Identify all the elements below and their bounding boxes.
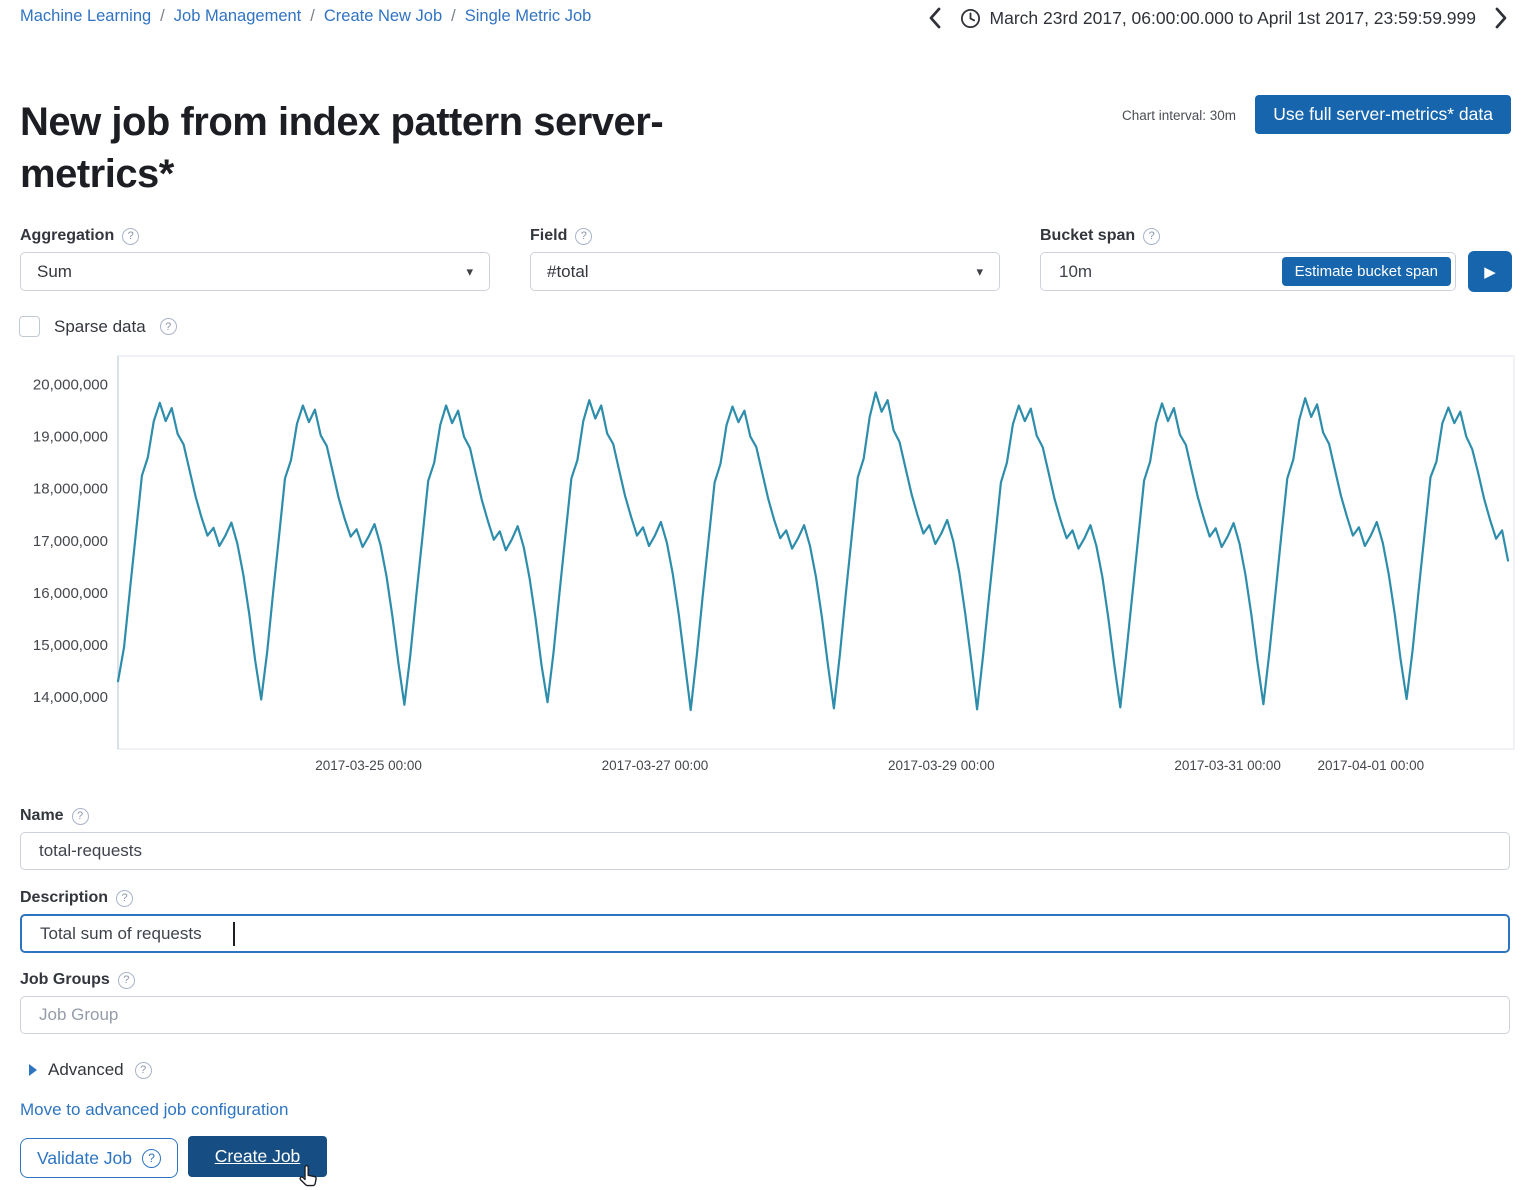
breadcrumb-single-metric-job[interactable]: Single Metric Job [464,7,592,25]
field-label: Field ? [530,227,593,245]
validate-job-button[interactable]: Validate Job ? [20,1138,179,1178]
help-icon[interactable]: ? [117,971,135,989]
help-icon[interactable]: ? [159,318,177,335]
help-icon: ? [142,1148,162,1168]
help-icon[interactable]: ? [116,889,134,907]
svg-text:2017-03-27 00:00: 2017-03-27 00:00 [602,758,709,773]
time-picker: March 23rd 2017, 06:00:00.000 to April 1… [922,4,1514,32]
chevron-down-icon: ▾ [976,263,983,279]
create-job-button[interactable]: Create Job [188,1136,327,1177]
bucket-span-label-text: Bucket span [1040,227,1136,244]
text-caret [233,922,235,946]
breadcrumb-create-new-job[interactable]: Create New Job [323,7,443,25]
clock-icon [960,8,980,28]
breadcrumb-separator: / [451,7,456,25]
chart-interval-label: Chart interval: 30m [1121,108,1236,123]
field-label-text: Field [530,227,568,244]
time-next-button[interactable] [1488,4,1514,32]
aggregation-select[interactable]: Sum ▾ [20,252,490,291]
help-icon[interactable]: ? [134,1061,152,1079]
bucket-span-label: Bucket span ? [1040,227,1161,245]
aggregation-label: Aggregation ? [20,227,140,245]
move-to-advanced-link[interactable]: Move to advanced job configuration [20,1100,289,1119]
svg-text:14,000,000: 14,000,000 [33,689,108,706]
estimate-bucket-span-button[interactable]: Estimate bucket span [1281,257,1451,286]
svg-text:20,000,000: 20,000,000 [33,377,108,394]
breadcrumb-job-management[interactable]: Job Management [173,7,302,25]
job-groups-label-text: Job Groups [20,971,110,988]
svg-text:2017-04-01 00:00: 2017-04-01 00:00 [1318,758,1425,773]
help-icon[interactable]: ? [1143,227,1161,245]
breadcrumb: Machine Learning / Job Management / Create N… [20,7,591,26]
job-name-input[interactable] [20,832,1510,870]
metric-chart-svg: 20,000,000 19,000,000 18,000,000 17,000,000… [33,355,1515,773]
svg-text:2017-03-25 00:00: 2017-03-25 00:00 [315,758,422,773]
chevron-right-icon [1495,7,1507,29]
triangle-right-icon [29,1064,37,1076]
help-icon[interactable]: ? [575,227,593,245]
job-groups-input[interactable] [20,996,1510,1034]
svg-text:17,000,000: 17,000,000 [33,533,108,550]
svg-text:2017-03-31 00:00: 2017-03-31 00:00 [1174,758,1281,773]
sparse-data-row: Sparse data ? [19,316,177,337]
sparse-data-label: Sparse data [54,316,146,336]
use-full-data-button[interactable]: Use full server-metrics* data [1255,95,1511,134]
bucket-span-group: Estimate bucket span [1040,252,1456,291]
breadcrumb-separator: / [160,7,165,25]
description-label: Description ? [20,889,134,907]
time-previous-button[interactable] [922,4,948,32]
chevron-down-icon: ▾ [466,263,473,279]
play-button[interactable]: ▶ [1468,251,1512,292]
svg-text:18,000,000: 18,000,000 [33,481,108,498]
breadcrumb-separator: / [310,7,315,25]
job-description-input[interactable] [20,914,1510,953]
advanced-toggle[interactable]: Advanced ? [29,1060,152,1080]
help-icon[interactable]: ? [71,807,89,825]
aggregation-label-text: Aggregation [20,227,115,244]
aggregation-value: Sum [37,261,72,281]
description-label-text: Description [20,889,109,906]
job-groups-label: Job Groups ? [20,971,135,989]
chevron-left-icon [929,7,940,29]
help-icon[interactable]: ? [122,227,140,245]
breadcrumb-machine-learning[interactable]: Machine Learning [20,7,152,25]
advanced-label: Advanced [48,1060,124,1079]
field-value: #total [547,261,589,281]
name-label: Name ? [20,807,89,825]
field-select[interactable]: #total ▾ [530,252,1000,291]
name-label-text: Name [20,807,64,824]
time-range-button[interactable]: March 23rd 2017, 06:00:00.000 to April 1… [960,8,1476,29]
time-range-text: March 23rd 2017, 06:00:00.000 to April 1… [989,7,1476,28]
svg-text:19,000,000: 19,000,000 [33,429,108,446]
play-icon: ▶ [1484,263,1496,281]
validate-job-label: Validate Job [37,1147,133,1168]
svg-text:2017-03-29 00:00: 2017-03-29 00:00 [888,758,995,773]
svg-text:15,000,000: 15,000,000 [33,637,108,654]
page-title: New job from index pattern server-metric… [20,100,664,196]
svg-text:16,000,000: 16,000,000 [33,585,108,602]
metric-preview-chart: 20,000,000 19,000,000 18,000,000 17,000,000… [20,350,1516,783]
sparse-data-checkbox[interactable] [19,316,40,337]
